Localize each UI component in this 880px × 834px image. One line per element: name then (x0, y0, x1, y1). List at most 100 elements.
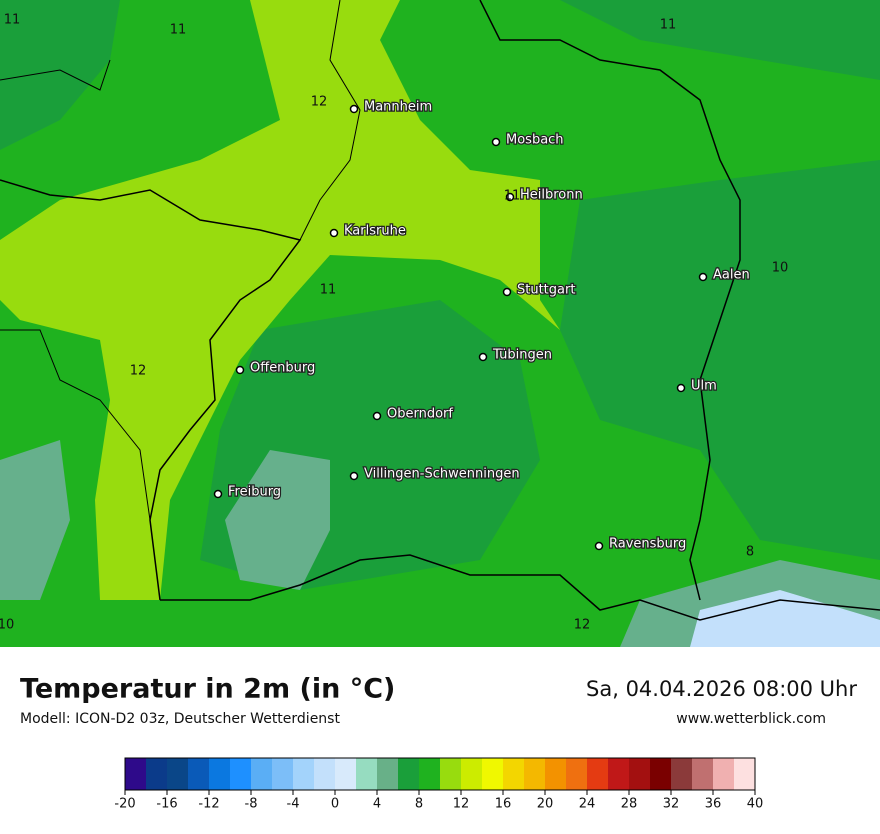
city-dot (594, 541, 604, 551)
date: Sa, 04.04.2026 08:00 Uhr (586, 677, 857, 701)
city-dot (372, 411, 382, 421)
city-label: Mosbach (506, 133, 564, 148)
city-label: Mannheim (364, 100, 432, 115)
city-label: Ulm (691, 379, 717, 394)
city-dot (502, 287, 512, 297)
tick-label: 12 (453, 797, 470, 812)
color-swatch (356, 758, 377, 790)
color-swatch (671, 758, 692, 790)
tick-label: -8 (245, 797, 258, 812)
color-swatch (167, 758, 188, 790)
zone (690, 590, 880, 647)
color-swatch (230, 758, 251, 790)
city-dot (491, 137, 501, 147)
title: Temperatur in 2m (in °C) (20, 674, 395, 705)
contour-label: 11 (320, 283, 337, 298)
zone (225, 450, 330, 590)
city-dot (478, 352, 488, 362)
color-swatch (188, 758, 209, 790)
tick-label: -4 (287, 797, 300, 812)
color-swatch (734, 758, 755, 790)
contour-label: 10 (772, 261, 789, 276)
border (479, 0, 741, 601)
color-swatch (314, 758, 335, 790)
city-label: Aalen (713, 268, 750, 283)
color-swatch (146, 758, 167, 790)
tick-label: 0 (331, 797, 339, 812)
city-dot (349, 104, 359, 114)
map (0, 0, 880, 647)
tick-label: -12 (198, 797, 219, 812)
tick-label: 32 (663, 797, 680, 812)
city-label: Villingen-Schwenningen (364, 467, 520, 482)
subtitle: Modell: ICON-D2 03z, Deutscher Wetterdie… (20, 711, 340, 727)
website: www.wetterblick.com (676, 711, 826, 727)
contour-label: 12 (574, 618, 591, 633)
colorbar-frame (124, 757, 756, 791)
zone (0, 440, 70, 600)
border (0, 59, 111, 91)
contour-label: 8 (746, 545, 754, 560)
tick-label: -16 (156, 797, 177, 812)
tick-label: 16 (495, 797, 512, 812)
color-swatch (293, 758, 314, 790)
tick-label: 4 (373, 797, 381, 812)
city-label: Freiburg (228, 485, 281, 500)
contour-label: 12 (311, 95, 328, 110)
color-swatch (398, 758, 419, 790)
color-swatch (545, 758, 566, 790)
tick-label: 20 (537, 797, 554, 812)
city-dot (235, 365, 245, 375)
color-swatch (419, 758, 440, 790)
zone (560, 0, 880, 80)
color-swatch (587, 758, 608, 790)
city-dot (349, 471, 359, 481)
contour-label: 12 (130, 364, 147, 379)
color-swatch (209, 758, 230, 790)
color-swatch (713, 758, 734, 790)
contour-label: 10 (0, 618, 14, 633)
color-swatch (566, 758, 587, 790)
color-swatch (440, 758, 461, 790)
contour-label: 11 (170, 23, 187, 38)
tick-label: 8 (415, 797, 423, 812)
city-dot (213, 489, 223, 499)
color-swatch (503, 758, 524, 790)
color-swatch (608, 758, 629, 790)
border (0, 329, 151, 521)
tick-label: 36 (705, 797, 722, 812)
city-label: Offenburg (250, 361, 315, 376)
city-label: Stuttgart (517, 283, 575, 298)
border (160, 554, 880, 621)
color-swatch (629, 758, 650, 790)
colorbar: -20 -16 -12 -8 -4 0 4 8 12 16 20 24 28 32 36 40 (114, 757, 764, 812)
color-swatch (251, 758, 272, 790)
color-swatch (482, 758, 503, 790)
zone (560, 160, 880, 560)
city-label: Ravensburg (609, 537, 686, 552)
city-label: Oberndorf (387, 407, 453, 422)
zone (0, 0, 120, 150)
border (299, 0, 361, 241)
tick-label: 40 (747, 797, 764, 812)
color-swatch (272, 758, 293, 790)
city-label: Heilbronn (520, 188, 583, 203)
city-dot (505, 192, 515, 202)
city-dot (329, 228, 339, 238)
color-swatch (692, 758, 713, 790)
tick-label: 24 (579, 797, 596, 812)
contour-label: 11 (4, 13, 21, 28)
border (0, 179, 302, 601)
color-swatch (524, 758, 545, 790)
city-label: Tübingen (492, 348, 552, 363)
tick-label: -20 (114, 797, 135, 812)
color-swatch (650, 758, 671, 790)
contour-label: 11 (504, 189, 521, 204)
color-swatch (461, 758, 482, 790)
color-swatch (125, 758, 146, 790)
color-swatch (377, 758, 398, 790)
city-dot (676, 383, 686, 393)
contour-label: 11 (660, 18, 677, 33)
